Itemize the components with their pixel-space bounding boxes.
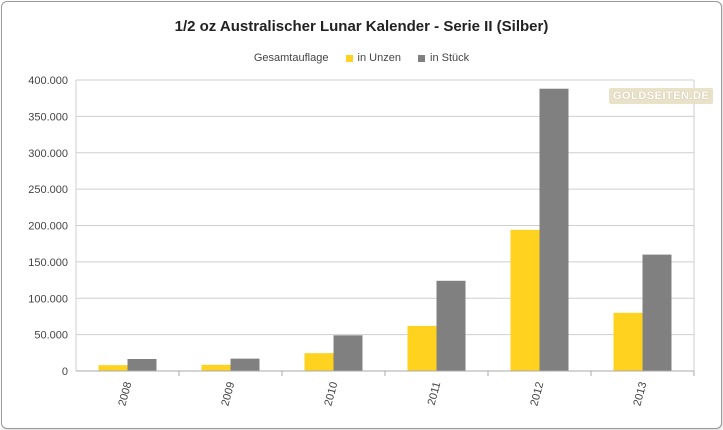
bar-unzen-2013 [613, 312, 643, 371]
legend-title: Gesamtauflage [253, 52, 329, 65]
bar-stueck-2008 [127, 358, 157, 371]
bar-stueck-2010 [333, 335, 363, 371]
legend-swatch-stueck [418, 54, 425, 62]
x-tick-label: 2013 [631, 381, 649, 408]
bar-unzen-2011 [407, 325, 437, 371]
bar-unzen-2012 [510, 229, 540, 371]
y-tick-label: 0 [62, 366, 68, 378]
y-tick-label: 150.000 [28, 257, 68, 269]
bar-stueck-2009 [230, 358, 260, 371]
bar-unzen-2008 [98, 365, 128, 371]
y-tick-label: 350.000 [28, 111, 68, 123]
bar-stueck-2011 [436, 280, 466, 371]
chart-legend: Gesamtauflage in Unzen in Stück [0, 52, 723, 64]
y-tick-label: 300.000 [28, 148, 68, 160]
bar-unzen-2009 [201, 364, 231, 371]
x-tick-label: 2012 [528, 381, 546, 408]
x-tick-label: 2009 [219, 381, 237, 408]
y-tick-label: 250.000 [28, 184, 68, 196]
bar-stueck-2013 [642, 254, 672, 371]
y-tick-label: 50.000 [34, 330, 68, 342]
y-tick-label: 100.000 [28, 293, 68, 305]
x-tick-label: 2010 [322, 381, 340, 408]
legend-label-stueck: in Stück [430, 52, 470, 65]
legend-swatch-unzen [345, 54, 353, 62]
legend-label-unzen: in Unzen [357, 52, 401, 65]
watermark-logo: GOLDSEITEN.DE [609, 88, 714, 104]
chart-title: 1/2 oz Australischer Lunar Kalender - Se… [174, 18, 549, 35]
y-tick-label: 400.000 [28, 75, 68, 87]
bar-stueck-2012 [539, 88, 569, 371]
legend-entry-unzen[interactable]: in Unzen [345, 52, 401, 65]
x-tick-label: 2008 [116, 381, 134, 408]
y-tick-label: 200.000 [28, 221, 68, 233]
x-tick-label: 2011 [426, 381, 444, 407]
legend-entry-stueck[interactable]: in Stück [418, 52, 469, 64]
bar-unzen-2010 [304, 353, 334, 371]
